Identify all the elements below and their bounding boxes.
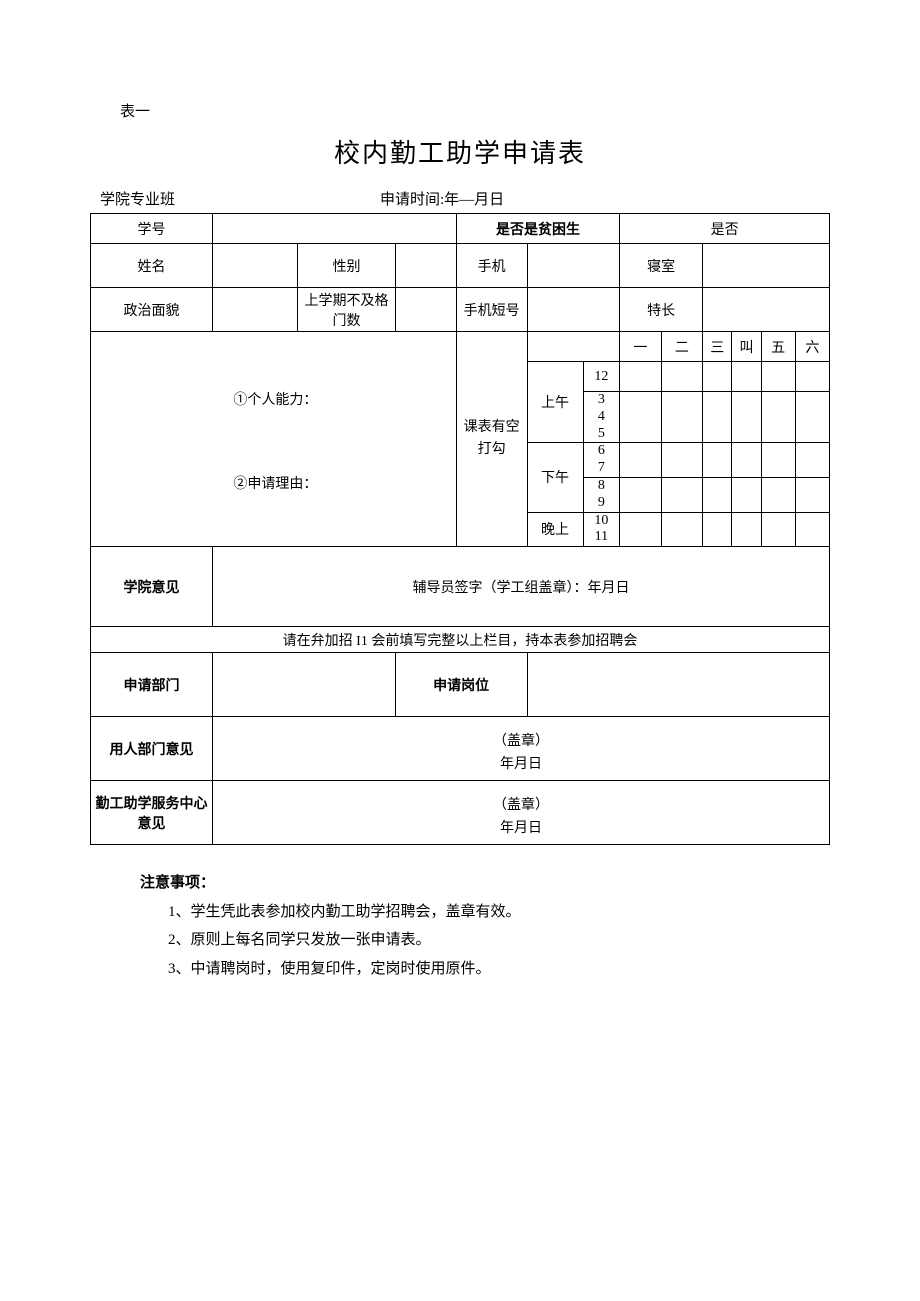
- label-center-opinion: 勤工助学服务中心意见: [91, 781, 213, 845]
- label-student-id: 学号: [91, 214, 213, 244]
- cell-am12-6[interactable]: [795, 362, 829, 392]
- period-89: 8 9: [583, 477, 620, 512]
- cell-pm67-5[interactable]: [761, 443, 795, 478]
- day-1: 一: [620, 332, 661, 362]
- cell-am12-3[interactable]: [703, 362, 732, 392]
- label-dorm: 寝室: [620, 244, 703, 288]
- label-college-opinion: 学院意见: [91, 547, 213, 627]
- label-short-phone: 手机短号: [456, 288, 527, 332]
- label-employer-opinion: 用人部门意见: [91, 717, 213, 781]
- cell-am345-1[interactable]: [620, 392, 661, 443]
- label-fail-count: 上学期不及格门数: [298, 288, 396, 332]
- cell-pm89-3[interactable]: [703, 477, 732, 512]
- cell-pm89-2[interactable]: [661, 477, 702, 512]
- application-form: 学号 是否是贫困生 是否 姓名 性别 手机 寝室 政治面貌 上学期不及格门数 手…: [90, 213, 830, 845]
- cell-ev-1[interactable]: [620, 512, 661, 547]
- value-employer-opinion[interactable]: （盖章） 年月日: [212, 717, 829, 781]
- cell-am345-5[interactable]: [761, 392, 795, 443]
- value-apply-dept[interactable]: [212, 653, 395, 717]
- notice-line: 请在弁加招 I1 会前填写完整以上栏目，持本表参加招聘会: [91, 627, 830, 653]
- cell-pm67-4[interactable]: [732, 443, 761, 478]
- value-political[interactable]: [212, 288, 297, 332]
- label-morning: 上午: [527, 362, 583, 443]
- cell-am345-2[interactable]: [661, 392, 702, 443]
- employer-date: 年月日: [213, 754, 829, 776]
- period-345: 3 4 5: [583, 392, 620, 443]
- notes-section: 注意事项： 1、学生凭此表参加校内勤工助学招聘会，盖章有效。 2、原则上每名同学…: [90, 869, 830, 983]
- cell-pm67-3[interactable]: [703, 443, 732, 478]
- value-apply-post[interactable]: [527, 653, 829, 717]
- label-gender: 性别: [298, 244, 396, 288]
- header-college-class: 学院专业班: [100, 188, 380, 209]
- page-title: 校内勤工助学申请表: [90, 133, 830, 170]
- value-gender[interactable]: [395, 244, 456, 288]
- ability-reason-area[interactable]: ①个人能力： ②申请理由：: [91, 332, 457, 547]
- day-2: 二: [661, 332, 702, 362]
- cell-pm67-6[interactable]: [795, 443, 829, 478]
- notes-title: 注意事项：: [140, 869, 830, 898]
- cell-ev-6[interactable]: [795, 512, 829, 547]
- period-67: 6 7: [583, 443, 620, 478]
- value-phone[interactable]: [527, 244, 620, 288]
- value-short-phone[interactable]: [527, 288, 620, 332]
- label-evening: 晚上: [527, 512, 583, 547]
- cell-pm89-1[interactable]: [620, 477, 661, 512]
- label-specialty: 特长: [620, 288, 703, 332]
- label-political: 政治面貌: [91, 288, 213, 332]
- center-seal: （盖章）: [213, 795, 829, 817]
- day-5: 五: [761, 332, 795, 362]
- notes-item-2: 2、原则上每名同学只发放一张申请表。: [140, 926, 830, 955]
- value-student-id[interactable]: [212, 214, 456, 244]
- label-apply-dept: 申请部门: [91, 653, 213, 717]
- cell-am345-3[interactable]: [703, 392, 732, 443]
- header-apply-time: 申请时间:年—月日: [380, 188, 830, 209]
- cell-pm89-6[interactable]: [795, 477, 829, 512]
- day-4: 叫: [732, 332, 761, 362]
- cell-pm89-5[interactable]: [761, 477, 795, 512]
- college-sig-text: 辅导员签字（学工组盖章）：年月日: [412, 581, 629, 596]
- value-college-opinion[interactable]: 辅导员签字（学工组盖章）：年月日: [212, 547, 829, 627]
- label-poor-student: 是否是贫困生: [456, 214, 619, 244]
- day-3: 三: [703, 332, 732, 362]
- cell-am12-5[interactable]: [761, 362, 795, 392]
- cell-am12-2[interactable]: [661, 362, 702, 392]
- label-schedule: 课表有空打勾: [456, 332, 527, 547]
- value-poor-student[interactable]: 是否: [620, 214, 830, 244]
- ability-line2: ②申请理由：: [91, 469, 456, 493]
- value-specialty[interactable]: [703, 288, 830, 332]
- period-12: 12: [583, 362, 620, 392]
- cell-ev-2[interactable]: [661, 512, 702, 547]
- center-date: 年月日: [213, 818, 829, 840]
- cell-ev-5[interactable]: [761, 512, 795, 547]
- cell-am345-4[interactable]: [732, 392, 761, 443]
- cell-am345-6[interactable]: [795, 392, 829, 443]
- value-center-opinion[interactable]: （盖章） 年月日: [212, 781, 829, 845]
- period-1011: 10 11: [583, 512, 620, 547]
- cell-pm67-1[interactable]: [620, 443, 661, 478]
- day-6: 六: [795, 332, 829, 362]
- ability-line1: ①个人能力：: [91, 385, 456, 469]
- notes-item-3: 3、中请聘岗时，使用复印件，定岗时使用原件。: [140, 955, 830, 984]
- cell-ev-3[interactable]: [703, 512, 732, 547]
- value-name[interactable]: [212, 244, 297, 288]
- employer-seal: （盖章）: [213, 731, 829, 753]
- label-apply-post: 申请岗位: [395, 653, 527, 717]
- label-phone: 手机: [456, 244, 527, 288]
- cell-pm67-2[interactable]: [661, 443, 702, 478]
- value-dorm[interactable]: [703, 244, 830, 288]
- table-number: 表一: [90, 100, 830, 121]
- cell-ev-4[interactable]: [732, 512, 761, 547]
- notes-item-1: 1、学生凭此表参加校内勤工助学招聘会，盖章有效。: [140, 898, 830, 927]
- cell-am12-1[interactable]: [620, 362, 661, 392]
- schedule-blank-tl: [527, 332, 620, 362]
- label-name: 姓名: [91, 244, 213, 288]
- value-fail-count[interactable]: [395, 288, 456, 332]
- cell-pm89-4[interactable]: [732, 477, 761, 512]
- cell-am12-4[interactable]: [732, 362, 761, 392]
- label-afternoon: 下午: [527, 443, 583, 512]
